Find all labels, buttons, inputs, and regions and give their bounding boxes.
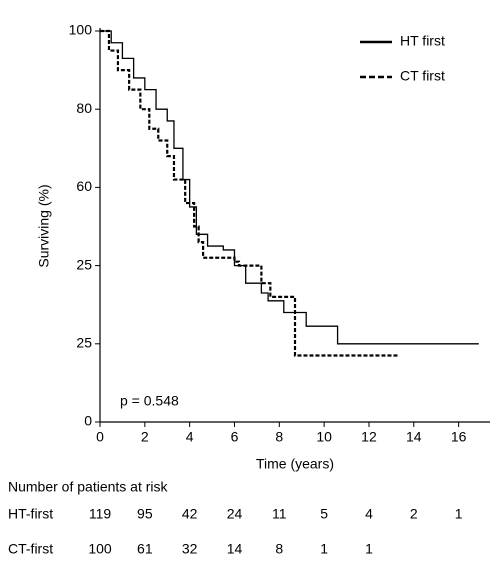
x-tick-label: 16 [451, 429, 467, 445]
y-tick-label: 25 [76, 256, 92, 272]
risk-value: 4 [365, 506, 373, 522]
x-tick-label: 6 [231, 429, 239, 445]
risk-table-title: Number of patients at risk [8, 479, 169, 495]
x-tick-label: 0 [96, 429, 104, 445]
risk-value: 32 [182, 541, 198, 557]
y-tick-label: 25 [76, 335, 92, 351]
y-tick-label: 0 [84, 413, 92, 429]
legend-label: HT first [400, 33, 445, 49]
legend-label: CT first [400, 68, 445, 84]
risk-value: 1 [365, 541, 373, 557]
x-axis-label: Time (years) [256, 456, 334, 472]
y-tick-label: 100 [69, 22, 93, 38]
x-tick-label: 8 [275, 429, 283, 445]
risk-value: 100 [88, 541, 112, 557]
risk-row-label: HT-first [8, 506, 53, 522]
x-tick-label: 14 [406, 429, 422, 445]
risk-value: 42 [182, 506, 198, 522]
risk-value: 1 [455, 506, 463, 522]
survival-curve [100, 30, 479, 345]
y-axis-label: Surviving (%) [36, 184, 52, 267]
risk-row-label: CT-first [8, 541, 53, 557]
risk-value: 95 [137, 506, 153, 522]
x-tick-label: 10 [316, 429, 332, 445]
annotation: p = 0.548 [120, 393, 179, 409]
y-tick-label: 80 [76, 100, 92, 116]
x-tick-label: 4 [186, 429, 194, 445]
survival-curve [100, 29, 399, 357]
risk-value: 24 [227, 506, 243, 522]
risk-value: 11 [272, 506, 287, 522]
risk-value: 8 [275, 541, 283, 557]
x-tick-label: 2 [141, 429, 149, 445]
x-tick-label: 12 [361, 429, 377, 445]
risk-value: 61 [137, 541, 153, 557]
risk-value: 14 [227, 541, 243, 557]
y-tick-label: 60 [76, 178, 92, 194]
risk-value: 1 [320, 541, 328, 557]
risk-value: 119 [89, 506, 112, 522]
risk-value: 5 [320, 506, 328, 522]
risk-value: 2 [410, 506, 418, 522]
